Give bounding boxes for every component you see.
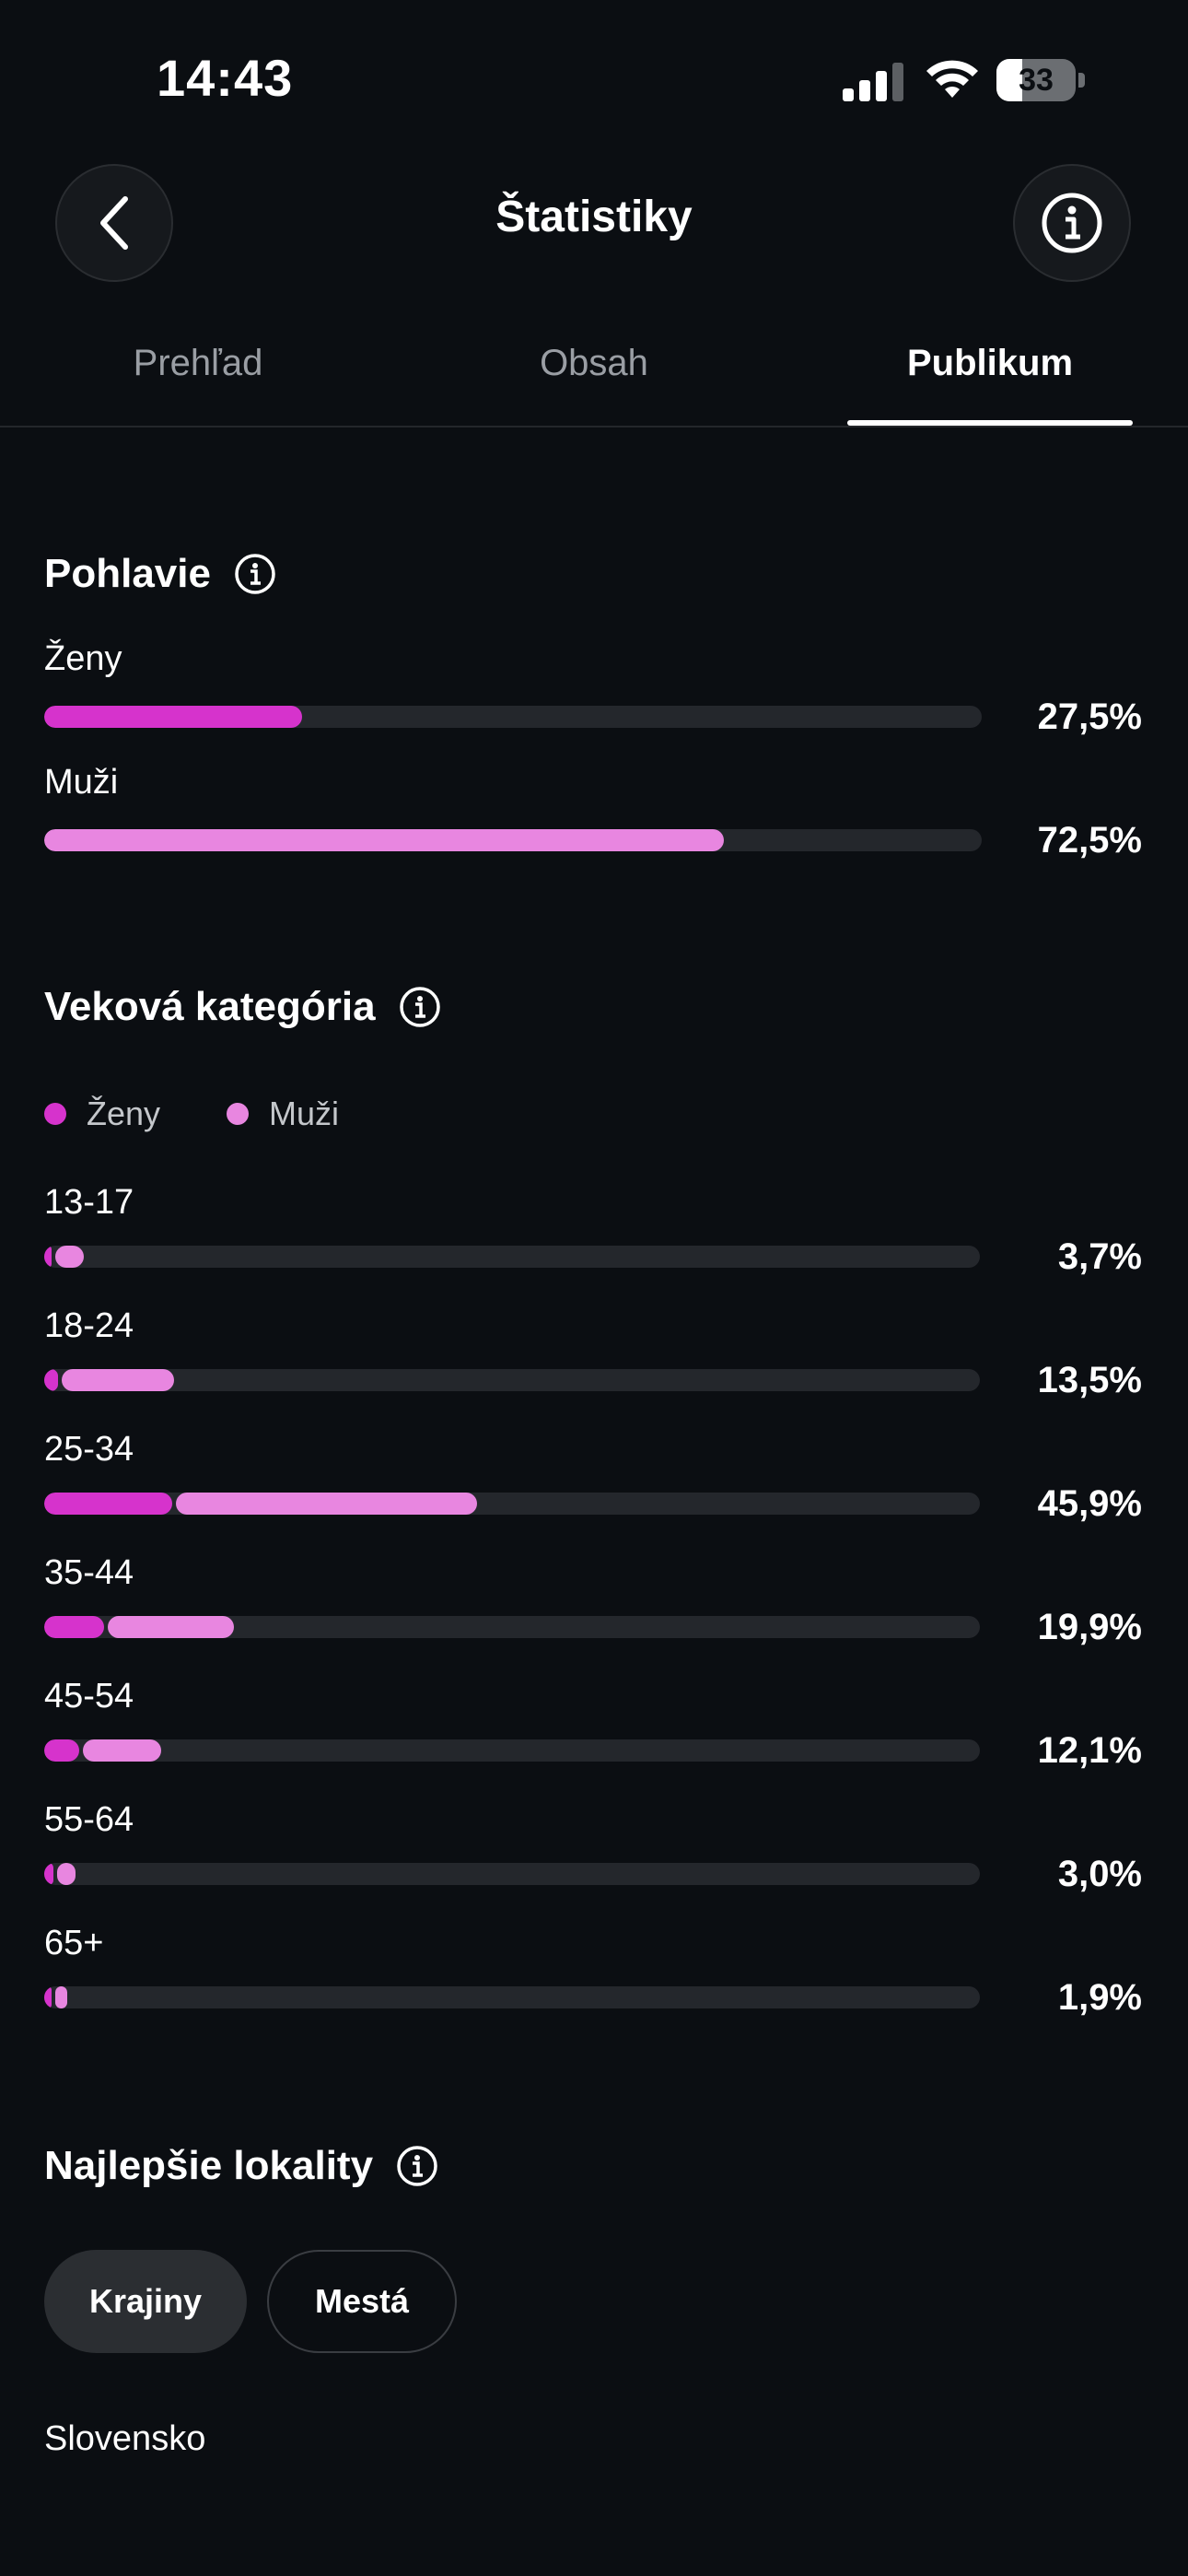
locations-section-title: Najlepšie lokality [44,2143,439,2189]
gender-value-men: 72,5% [1037,820,1142,861]
gender-label-women: Ženy [44,639,122,678]
age-bar-men-segment [57,1863,76,1885]
gender-bar-women [44,706,982,728]
gender-value-women: 27,5% [1037,697,1142,737]
tab-divider [0,426,1188,427]
age-bar-women-segment [44,1986,52,2008]
legend-dot-women [44,1103,66,1125]
age-row-value: 3,7% [1057,1236,1142,1277]
gender-title-text: Pohlavie [44,551,211,596]
battery-icon: 33 [996,59,1085,103]
age-bar-men-segment [82,1739,161,1762]
age-row-value: 12,1% [1037,1730,1142,1771]
battery-level-text: 33 [1019,63,1054,98]
age-row-bar [44,1369,980,1391]
legend-label-women: Ženy [87,1095,161,1132]
chevron-left-icon [100,196,128,250]
age-row-value: 19,9% [1037,1607,1142,1647]
age-row-label: 65+ [44,1924,104,1962]
age-bar-men-segment [62,1369,175,1391]
age-bar-women-segment [44,1246,52,1268]
age-row-label: 13-17 [44,1183,134,1222]
tab-prehlad[interactable]: Prehľad [133,343,263,383]
legend-dot-men [227,1103,250,1125]
info-icon [1042,193,1102,253]
age-bar-women-segment [44,1739,79,1762]
tab-obsah[interactable]: Obsah [540,343,648,383]
age-bar-women-segment [44,1863,54,1885]
age-bar-men-segment [55,1986,68,2008]
location-item-value-clipped [995,2476,1142,2484]
age-row-value: 3,0% [1057,1854,1142,1894]
age-legend: Ženy Muži [44,1095,339,1133]
age-row-bar [44,1616,980,1638]
gender-label-men: Muži [44,763,119,802]
active-tab-indicator [847,420,1133,426]
back-button[interactable] [55,164,173,282]
gender-fill-women [44,706,302,728]
location-item-label: Slovensko [44,2419,206,2458]
gender-bar-men [44,829,982,851]
tab-publikum[interactable]: Publikum [906,343,1074,383]
age-row-label: 45-54 [44,1677,134,1715]
age-row-value: 13,5% [1037,1360,1142,1400]
age-section-title: Veková kategória [44,984,442,1030]
age-row-label: 25-34 [44,1430,134,1469]
age-row-label: 55-64 [44,1800,134,1839]
age-row-bar [44,1739,980,1762]
wifi-icon [926,60,978,98]
age-row-bar [44,1246,980,1268]
age-row-bar [44,1863,980,1885]
legend-label-men: Muži [269,1095,340,1132]
info-icon[interactable] [398,985,442,1029]
age-bar-women-segment [44,1616,105,1638]
status-time: 14:43 [157,49,294,107]
age-row-value: 1,9% [1057,1977,1142,2018]
age-bar-men-segment [108,1616,235,1638]
age-row-label: 35-44 [44,1553,134,1592]
page-title: Štatistiky [495,193,693,241]
age-title-text: Veková kategória [44,984,376,1029]
age-row-bar [44,1986,980,2008]
chip-mesta[interactable]: Mestá [267,2250,457,2353]
age-row-value: 45,9% [1037,1483,1142,1524]
gender-fill-men [44,829,725,851]
cellular-signal-icon [843,63,903,101]
age-row-label: 18-24 [44,1306,134,1345]
age-bar-women-segment [44,1493,173,1515]
age-bar-men-segment [176,1493,478,1515]
locations-title-text: Najlepšie lokality [44,2143,374,2188]
gender-section-title: Pohlavie [44,551,277,597]
age-bar-men-segment [55,1246,85,1268]
chip-krajiny[interactable]: Krajiny [44,2250,247,2353]
age-bar-women-segment [44,1369,59,1391]
info-button[interactable] [1013,164,1131,282]
age-row-bar [44,1493,980,1515]
info-icon[interactable] [395,2144,439,2188]
info-icon[interactable] [233,552,277,596]
